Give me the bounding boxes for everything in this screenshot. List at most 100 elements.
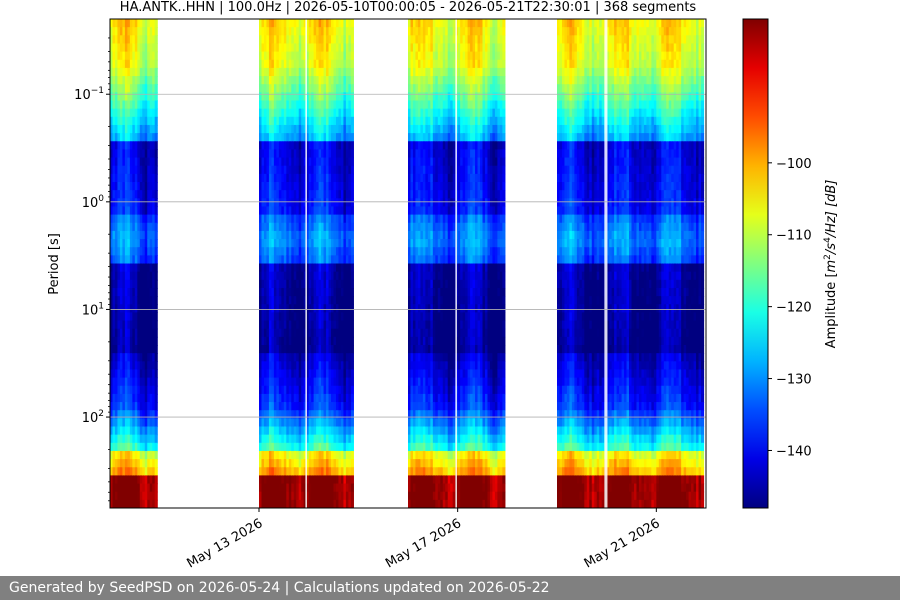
- heatmap-cell: [316, 353, 320, 362]
- heatmap-cell: [460, 124, 464, 134]
- heatmap-cell: [470, 190, 474, 199]
- heatmap-cell: [124, 304, 128, 313]
- heatmap-cell: [345, 165, 349, 175]
- heatmap-cell: [139, 385, 143, 395]
- heatmap-cell: [460, 499, 464, 508]
- heatmap-cell: [318, 353, 322, 362]
- heatmap-cell: [345, 434, 349, 444]
- heatmap-cell: [318, 467, 322, 476]
- heatmap-cell: [149, 247, 153, 256]
- heatmap-cell: [425, 157, 429, 167]
- heatmap-cell: [139, 345, 143, 354]
- heatmap-cell: [266, 393, 270, 403]
- heatmap-cell: [114, 230, 119, 240]
- heatmap-cell: [442, 287, 446, 297]
- heatmap-cell: [114, 239, 119, 248]
- heatmap-cell: [430, 304, 434, 313]
- heatmap-cell: [408, 190, 412, 199]
- heatmap-cell: [430, 51, 434, 61]
- heatmap-cell: [321, 450, 325, 460]
- heatmap-cell: [268, 19, 273, 28]
- heatmap-cell: [301, 133, 305, 142]
- heatmap-cell: [273, 59, 277, 69]
- heatmap-cell: [437, 230, 441, 240]
- heatmap-cell: [430, 116, 434, 126]
- heatmap-cell: [462, 353, 466, 362]
- heatmap-cell: [432, 100, 436, 110]
- heatmap-cell: [338, 182, 342, 191]
- heatmap-cell: [470, 475, 474, 485]
- heatmap-cell: [313, 410, 317, 419]
- heatmap-cell: [306, 165, 310, 175]
- heatmap-cell: [281, 214, 285, 224]
- heatmap-cell: [462, 426, 466, 436]
- heatmap-cell: [348, 116, 352, 126]
- heatmap-cell: [268, 336, 273, 346]
- heatmap-cell: [124, 271, 128, 281]
- heatmap-cell: [127, 230, 131, 240]
- heatmap-cell: [311, 19, 315, 28]
- heatmap-cell: [460, 27, 464, 36]
- heatmap-cell: [149, 442, 153, 452]
- heatmap-cell: [114, 271, 119, 281]
- heatmap-cell: [470, 133, 474, 142]
- heatmap-cell: [261, 165, 265, 175]
- heatmap-cell: [435, 385, 439, 395]
- heatmap-cell: [447, 499, 451, 508]
- heatmap-cell: [132, 442, 136, 452]
- heatmap-cell: [281, 353, 285, 362]
- heatmap-cell: [271, 483, 275, 493]
- heatmap-cell: [266, 27, 270, 36]
- heatmap-cell: [412, 76, 417, 85]
- heatmap-cell: [152, 35, 156, 45]
- heatmap-cell: [149, 312, 153, 322]
- heatmap-cell: [306, 214, 310, 224]
- heatmap-cell: [154, 263, 158, 273]
- heatmap-cell: [137, 198, 141, 208]
- heatmap-cell: [417, 320, 422, 330]
- heatmap-cell: [445, 312, 449, 322]
- heatmap-cell: [124, 491, 128, 501]
- heatmap-cell: [457, 190, 461, 199]
- heatmap-cell: [328, 133, 332, 142]
- heatmap-cell: [425, 19, 429, 28]
- heatmap-cell: [333, 393, 337, 403]
- heatmap-cell: [271, 459, 275, 468]
- heatmap-cell: [268, 173, 273, 183]
- heatmap-cell: [462, 19, 466, 28]
- heatmap-cell: [301, 426, 305, 436]
- heatmap-cell: [340, 35, 345, 45]
- heatmap-cell: [311, 467, 315, 476]
- heatmap-cell: [144, 483, 148, 493]
- heatmap-cell: [412, 214, 417, 224]
- heatmap-cell: [340, 410, 345, 419]
- heatmap-cell: [460, 442, 464, 452]
- heatmap-cell: [261, 157, 265, 167]
- heatmap-cell: [326, 361, 330, 371]
- heatmap-cell: [450, 353, 454, 362]
- heatmap-cell: [110, 239, 114, 248]
- heatmap-cell: [154, 369, 158, 379]
- heatmap-cell: [122, 27, 126, 36]
- heatmap-cell: [293, 385, 297, 395]
- heatmap-cell: [442, 19, 446, 28]
- heatmap-cell: [144, 124, 148, 134]
- heatmap-cell: [420, 173, 424, 183]
- heatmap-cell: [465, 467, 469, 476]
- heatmap-cell: [147, 385, 151, 395]
- heatmap-cell: [410, 157, 414, 167]
- heatmap-cell: [345, 182, 349, 191]
- heatmap-cell: [259, 182, 263, 191]
- heatmap-cell: [335, 27, 340, 36]
- heatmap-cell: [338, 92, 342, 102]
- heatmap-cell: [447, 459, 451, 468]
- heatmap-cell: [311, 165, 315, 175]
- heatmap-cell: [152, 124, 156, 134]
- heatmap-cell: [410, 27, 414, 36]
- heatmap-cell: [147, 19, 151, 28]
- heatmap-cell: [326, 393, 330, 403]
- heatmap-cell: [415, 59, 419, 69]
- heatmap-cell: [301, 108, 305, 118]
- heatmap-cell: [445, 198, 449, 208]
- heatmap-cell: [154, 133, 158, 142]
